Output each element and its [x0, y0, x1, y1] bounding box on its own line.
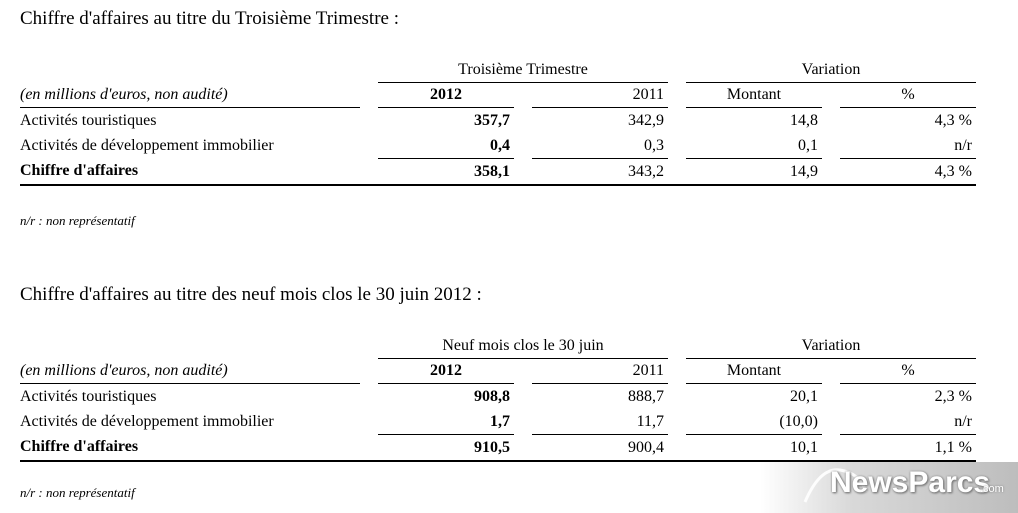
table-row: Activités touristiques 357,7 342,9 14,8 …	[20, 108, 976, 134]
column-header-2011: 2011	[532, 358, 668, 384]
nine-months-revenue-table: Neuf mois clos le 30 juin Variation (en …	[20, 334, 976, 462]
table-row-total: Chiffre d'affaires 910,5 900,4 10,1 1,1 …	[20, 434, 976, 462]
cell-amount: 20,1	[790, 387, 818, 405]
cell-2011: 11,7	[532, 409, 668, 435]
watermark-background	[760, 462, 1018, 513]
period-header: Neuf mois clos le 30 juin	[378, 334, 668, 359]
column-header-2012: 2012	[378, 82, 514, 108]
watermark-brand: NewsParcs	[830, 466, 991, 499]
column-header-pct: %	[840, 358, 976, 384]
table-group-header-row: Troisième Trimestre Variation	[20, 58, 976, 83]
table-group-header-row: Neuf mois clos le 30 juin Variation	[20, 334, 976, 359]
cell-amount: 10,1	[686, 434, 822, 462]
row-label: Activités de développement immobilier	[20, 412, 274, 430]
cell-pct: n/r	[840, 409, 976, 435]
row-label: Activités touristiques	[20, 111, 157, 129]
cell-2011: 342,9	[628, 111, 664, 129]
cell-amount: (10,0)	[686, 409, 822, 435]
cell-pct: 1,1 %	[840, 434, 976, 462]
cell-amount: 14,8	[790, 111, 818, 129]
row-label: Activités touristiques	[20, 387, 157, 405]
table-row-total: Chiffre d'affaires 358,1 343,2 14,9 4,3 …	[20, 158, 976, 186]
table-row: Activités de développement immobilier 1,…	[20, 409, 976, 435]
period-header: Troisième Trimestre	[378, 58, 668, 83]
cell-pct: 2,3 %	[934, 387, 972, 405]
table-column-header-row: (en millions d'euros, non audité) 2012 2…	[20, 82, 976, 108]
table-column-header-row: (en millions d'euros, non audité) 2012 2…	[20, 358, 976, 384]
cell-pct: n/r	[840, 133, 976, 159]
column-header-2011: 2011	[532, 82, 668, 108]
cell-2012: 0,4	[378, 133, 514, 159]
cell-2011: 343,2	[532, 158, 668, 186]
unit-label: (en millions d'euros, non audité)	[20, 82, 360, 108]
table-row: Activités de développement immobilier 0,…	[20, 133, 976, 159]
unit-label: (en millions d'euros, non audité)	[20, 358, 360, 384]
row-label: Chiffre d'affaires	[20, 158, 360, 186]
cell-pct: 4,3 %	[840, 158, 976, 186]
column-header-pct: %	[840, 82, 976, 108]
newsparcs-logo-icon	[803, 468, 868, 503]
row-label: Chiffre d'affaires	[20, 434, 360, 462]
cell-amount: 0,1	[686, 133, 822, 159]
q3-revenue-table: Troisième Trimestre Variation (en millio…	[20, 58, 976, 186]
section1-title: Chiffre d'affaires au titre du Troisième…	[20, 8, 399, 29]
column-header-amount: Montant	[686, 82, 822, 108]
cell-2011: 900,4	[532, 434, 668, 462]
row-label: Activités de développement immobilier	[20, 136, 274, 154]
column-header-amount: Montant	[686, 358, 822, 384]
cell-2012: 1,7	[378, 409, 514, 435]
watermark-suffix: .com	[980, 483, 1004, 495]
cell-amount: 14,9	[686, 158, 822, 186]
column-header-2012: 2012	[378, 358, 514, 384]
cell-2012: 908,8	[474, 387, 510, 405]
table-row: Activités touristiques 908,8 888,7 20,1 …	[20, 384, 976, 410]
cell-2012: 358,1	[378, 158, 514, 186]
cell-pct: 4,3 %	[934, 111, 972, 129]
section2-title: Chiffre d'affaires au titre des neuf moi…	[20, 284, 482, 305]
cell-2012: 910,5	[378, 434, 514, 462]
variation-header: Variation	[686, 58, 976, 83]
cell-2012: 357,7	[474, 111, 510, 129]
footnote: n/r : non représentatif	[20, 213, 135, 228]
cell-2011: 0,3	[532, 133, 668, 159]
variation-header: Variation	[686, 334, 976, 359]
footnote: n/r : non représentatif	[20, 485, 135, 500]
cell-2011: 888,7	[628, 387, 664, 405]
